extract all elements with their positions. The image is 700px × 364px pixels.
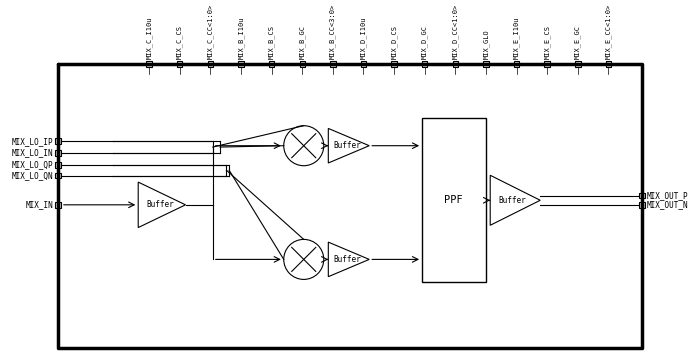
Bar (238, 61, 244, 67)
Bar (360, 61, 366, 67)
Bar (55, 138, 61, 144)
Text: MIX_LO_QN: MIX_LO_QN (12, 171, 54, 180)
Bar (639, 193, 645, 198)
Text: MIX_B_I10u: MIX_B_I10u (238, 17, 244, 59)
Text: Buffer: Buffer (146, 200, 174, 209)
Text: MIX_IN: MIX_IN (26, 200, 54, 209)
Bar (146, 61, 152, 67)
Bar (453, 61, 458, 67)
Text: MIX_OUT_N: MIX_OUT_N (647, 200, 688, 209)
Text: MIX_E_CS: MIX_E_CS (544, 25, 550, 59)
Text: MIX_D_CC<1:0>: MIX_D_CC<1:0> (452, 4, 458, 59)
Bar (514, 61, 519, 67)
Text: MIX_LO_QP: MIX_LO_QP (12, 160, 54, 169)
Bar (575, 61, 580, 67)
Text: MIX_D_CS: MIX_D_CS (391, 25, 398, 59)
Text: MIX_B_CS: MIX_B_CS (268, 25, 275, 59)
Bar (422, 61, 428, 67)
Bar (483, 61, 489, 67)
Text: MIX_C_CC<1:0>: MIX_C_CC<1:0> (207, 4, 214, 59)
Bar (545, 61, 550, 67)
Bar (300, 61, 305, 67)
Text: MIX_OUT_P: MIX_OUT_P (647, 191, 688, 200)
Text: Buffer: Buffer (333, 255, 360, 264)
Text: MIX_E_CC<1:0>: MIX_E_CC<1:0> (605, 4, 612, 59)
Bar (177, 61, 183, 67)
Text: PPF: PPF (444, 195, 463, 205)
Bar (55, 173, 61, 178)
Bar (391, 61, 397, 67)
Bar (269, 61, 274, 67)
Text: MIX_GLO: MIX_GLO (482, 29, 489, 59)
Text: MIX_C_I10u: MIX_C_I10u (146, 17, 153, 59)
Text: MIX_B_GC: MIX_B_GC (299, 25, 306, 59)
Text: MIX_LO_IP: MIX_LO_IP (12, 136, 54, 146)
Bar (55, 202, 61, 207)
Bar (639, 202, 645, 207)
Bar (55, 150, 61, 156)
Text: Buffer: Buffer (333, 141, 360, 150)
Bar (55, 162, 61, 167)
Text: MIX_B_CC<3:0>: MIX_B_CC<3:0> (330, 4, 336, 59)
Bar (606, 61, 611, 67)
Text: Buffer: Buffer (498, 196, 526, 205)
Text: MIX_D_I10u: MIX_D_I10u (360, 17, 367, 59)
Text: MIX_D_GC: MIX_D_GC (421, 25, 428, 59)
Bar (330, 61, 335, 67)
Text: MIX_E_I10u: MIX_E_I10u (513, 17, 520, 59)
Text: MIX_C_CS: MIX_C_CS (176, 25, 183, 59)
Text: MIX_E_GC: MIX_E_GC (575, 25, 581, 59)
Bar (422, 118, 486, 282)
Bar (208, 61, 213, 67)
Text: MIX_LO_IN: MIX_LO_IN (12, 149, 54, 158)
